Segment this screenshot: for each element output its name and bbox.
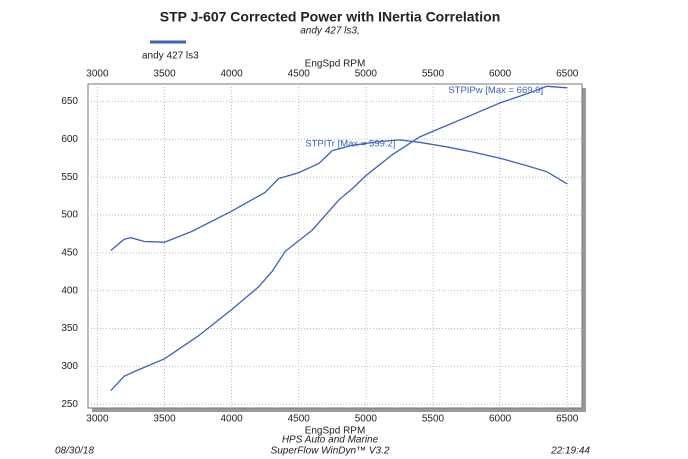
series-label: STPITr [Max = 599.2] — [305, 138, 395, 149]
footer-software: SuperFlow WinDyn™ V3.2 — [271, 446, 390, 457]
x-tick-label: 5500 — [422, 414, 445, 425]
y-tick-label: 250 — [61, 399, 78, 410]
y-tick-label: 600 — [61, 134, 78, 145]
legend-label: andy 427 ls3 — [142, 51, 199, 62]
y-tick-label: 550 — [61, 172, 78, 183]
series-line — [110, 85, 568, 392]
x-tick-label: 6500 — [556, 414, 579, 425]
footer-time: 22:19:44 — [550, 446, 590, 457]
x-tick-label: 4000 — [221, 414, 244, 425]
series-line — [110, 139, 568, 251]
y-tick-label: 400 — [61, 285, 78, 296]
footer-company: HPS Auto and Marine — [282, 435, 379, 446]
x-tick-label-top: 5500 — [422, 69, 445, 80]
y-tick-label: 350 — [61, 323, 78, 334]
x-tick-label-top: 3500 — [153, 69, 176, 80]
x-tick-label-top: 6000 — [489, 69, 512, 80]
y-tick-label: 500 — [61, 210, 78, 221]
y-tick-label: 300 — [61, 361, 78, 372]
x-axis-title: EngSpd RPM — [305, 426, 366, 437]
y-tick-label: 650 — [61, 96, 78, 107]
x-tick-label-top: 3000 — [86, 69, 109, 80]
x-tick-label: 3500 — [153, 414, 176, 425]
x-axis-title-top: EngSpd RPM — [305, 59, 366, 70]
x-tick-label-top: 5000 — [355, 69, 378, 80]
x-tick-label-top: 4500 — [288, 69, 311, 80]
chart-title: STP J-607 Corrected Power with INertia C… — [160, 9, 501, 25]
x-tick-label: 3000 — [86, 414, 109, 425]
series-label: STPIPw [Max = 669.9] — [448, 85, 543, 96]
chart-subtitle: andy 427 ls3, — [300, 26, 360, 37]
x-tick-label-top: 6500 — [556, 69, 579, 80]
x-tick-label: 5000 — [355, 414, 378, 425]
x-tick-label: 6000 — [489, 414, 512, 425]
x-tick-label: 4500 — [288, 414, 311, 425]
footer-date: 08/30/18 — [55, 446, 94, 457]
y-tick-label: 450 — [61, 247, 78, 258]
x-tick-label-top: 4000 — [221, 69, 244, 80]
